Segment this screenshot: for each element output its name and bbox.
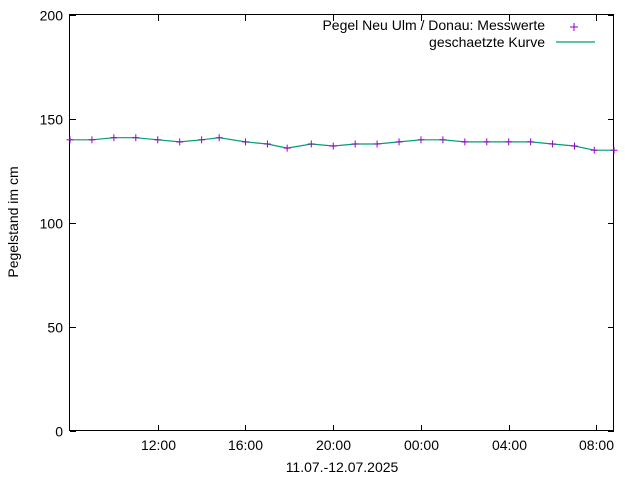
- data-point: [395, 138, 403, 146]
- curve-line: [70, 137, 614, 151]
- data-point: [176, 138, 184, 146]
- y-tick-label: 100: [40, 216, 64, 232]
- data-point: [263, 140, 271, 148]
- legend-label-kurve: geschaetzte Kurve: [429, 34, 545, 50]
- x-tick-label: 04:00: [492, 437, 527, 453]
- data-point: [110, 134, 118, 142]
- plot-frame: [69, 14, 614, 431]
- data-point: [215, 134, 223, 142]
- data-point: [505, 138, 513, 146]
- y-tick-label: 150: [40, 112, 64, 128]
- data-point: [483, 138, 491, 146]
- data-point: [329, 142, 337, 150]
- data-point: [88, 136, 96, 144]
- x-tick-label: 08:00: [579, 437, 614, 453]
- data-point: [351, 140, 359, 148]
- data-point: [590, 146, 598, 154]
- y-axis-label: Pegelstand im cm: [5, 166, 21, 277]
- x-tick-label: 00:00: [404, 437, 439, 453]
- data-point: [307, 140, 315, 148]
- curve-layer: [70, 137, 614, 151]
- data-point: [154, 136, 162, 144]
- data-point: [527, 138, 535, 146]
- x-axis: 12:00 16:00 20:00 00:00 04:00 08:00: [141, 15, 614, 453]
- data-point: [132, 134, 140, 142]
- data-point: [571, 142, 579, 150]
- data-point: [241, 138, 249, 146]
- data-point: [461, 138, 469, 146]
- data-point: [283, 144, 291, 152]
- data-point: [373, 140, 381, 148]
- y-tick-label: 0: [55, 424, 63, 440]
- x-axis-label: 11.07.-12.07.2025: [286, 459, 399, 475]
- legend: Pegel Neu Ulm / Donau: Messwerte geschae…: [322, 17, 595, 50]
- data-point: [610, 146, 618, 154]
- legend-marker-messwerte: [570, 23, 578, 31]
- y-tick-label: 50: [47, 320, 63, 336]
- data-point: [66, 136, 74, 144]
- legend-label-messwerte: Pegel Neu Ulm / Donau: Messwerte: [322, 17, 545, 33]
- x-tick-label: 12:00: [141, 437, 176, 453]
- x-tick-label: 20:00: [316, 437, 351, 453]
- points-layer: [66, 134, 618, 154]
- y-axis: 0 50 100 150 200: [40, 8, 614, 440]
- x-tick-label: 16:00: [228, 437, 263, 453]
- data-point: [417, 136, 425, 144]
- data-point: [549, 140, 557, 148]
- data-point: [439, 136, 447, 144]
- data-point: [198, 136, 206, 144]
- y-tick-label: 200: [40, 8, 64, 24]
